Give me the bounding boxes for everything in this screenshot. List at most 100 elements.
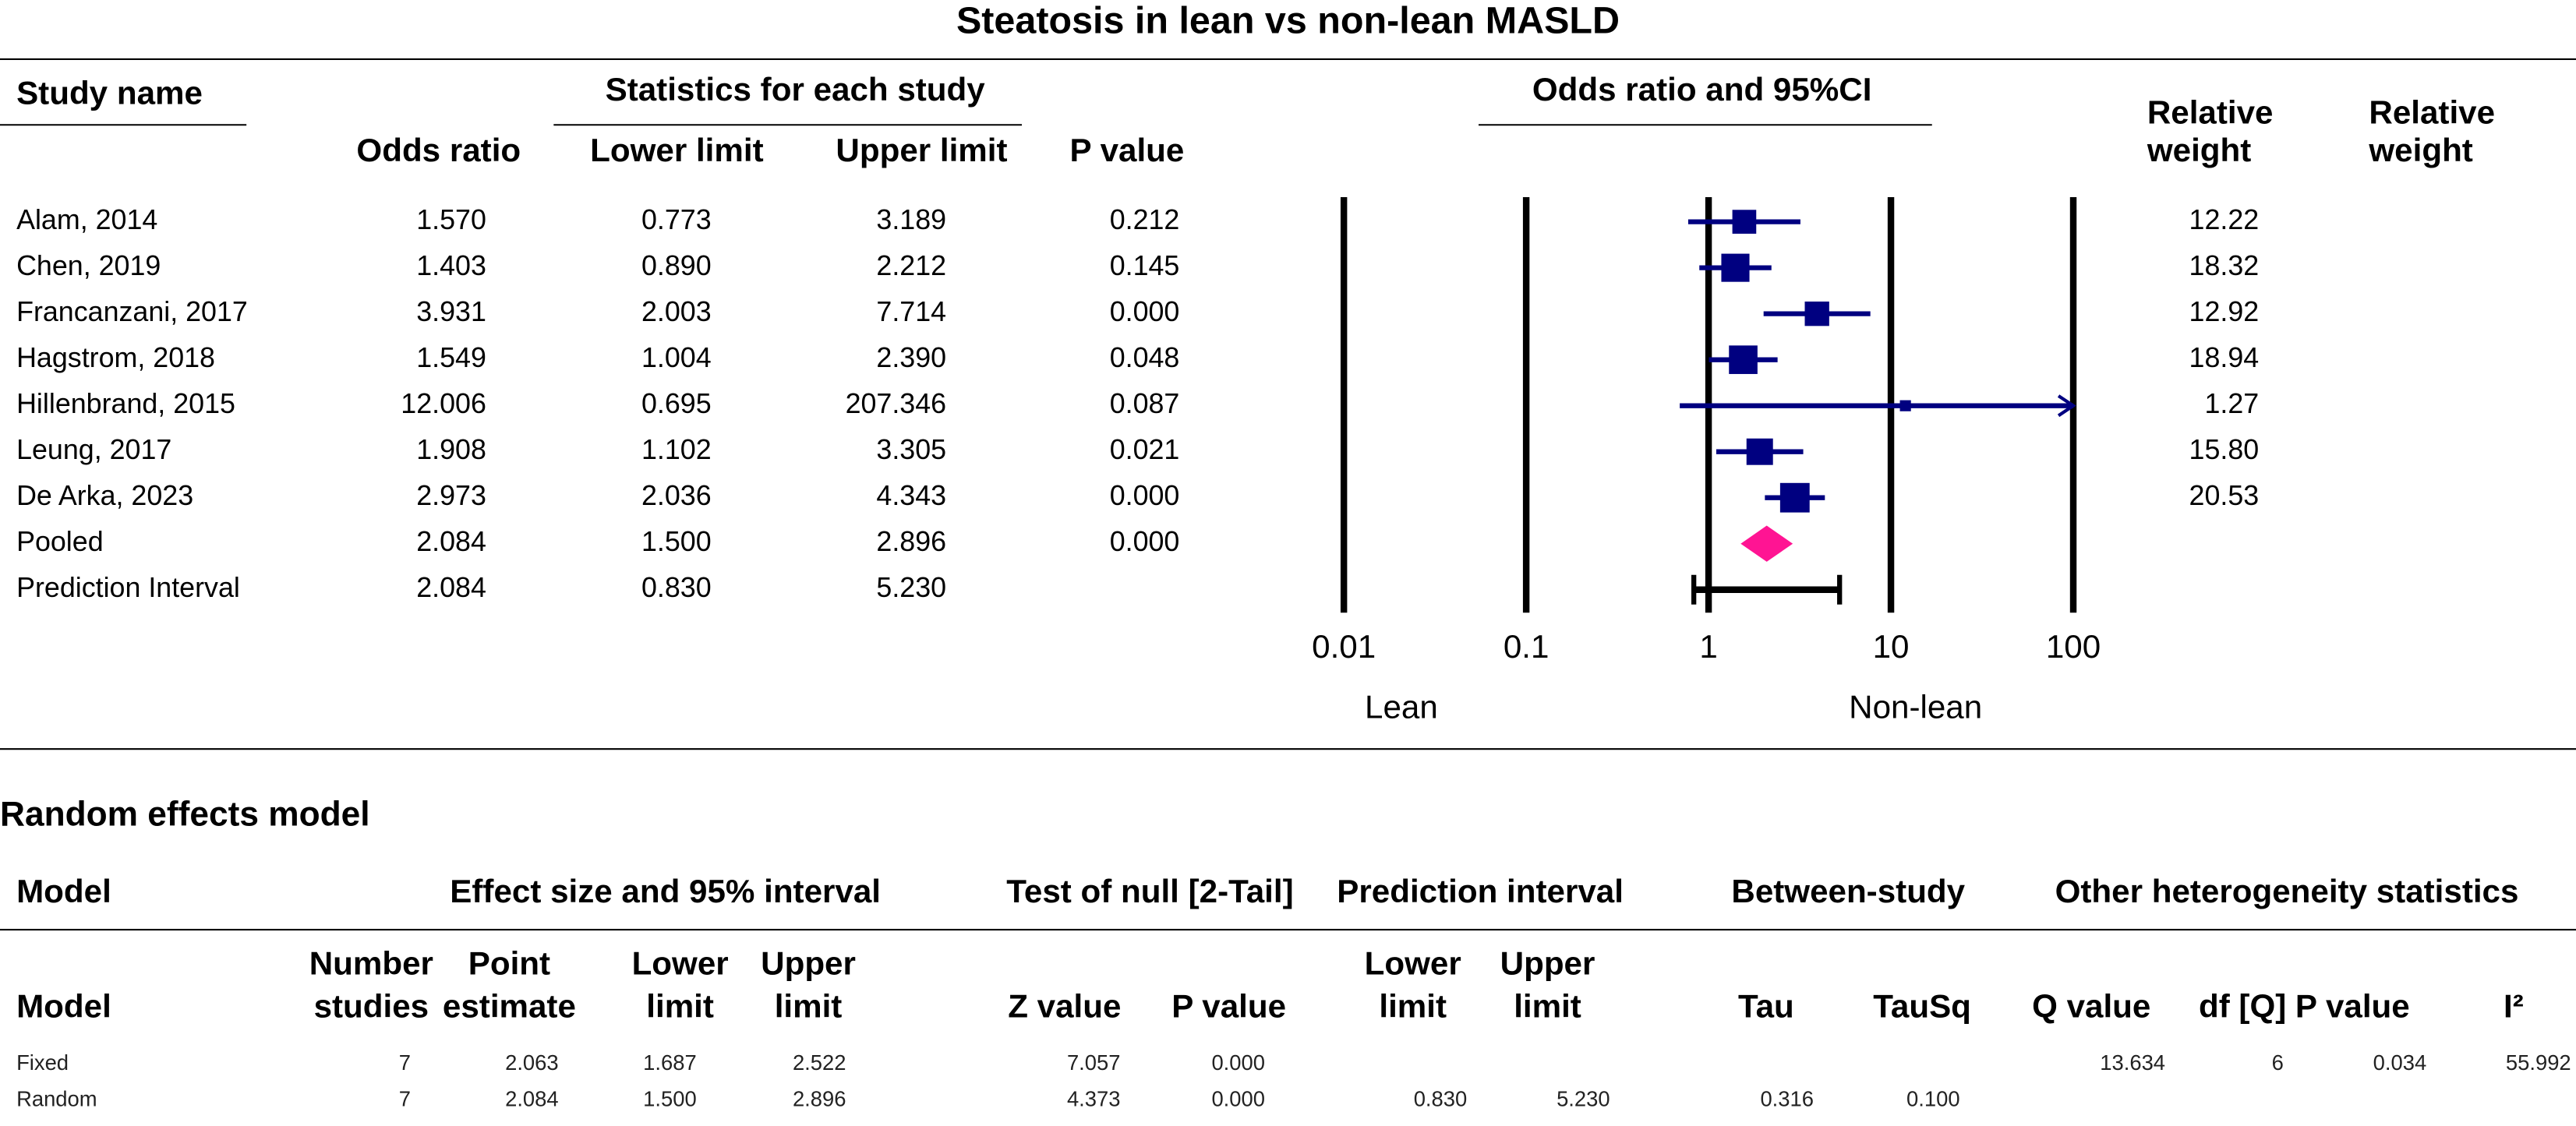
- table-cell: 2.063: [505, 1050, 559, 1075]
- table-cell: 0.316: [1760, 1087, 1814, 1111]
- cell: 1.549: [416, 342, 486, 373]
- ci-arrow: [2057, 394, 2076, 418]
- group-header: Model: [16, 873, 111, 909]
- study-name: Chen, 2019: [16, 250, 161, 281]
- header: Relative: [2369, 94, 2495, 131]
- study-name: Pooled: [16, 526, 104, 557]
- column-header: Lower: [1365, 945, 1461, 982]
- column-header: estimate: [443, 987, 576, 1024]
- column-header: limit: [1379, 987, 1447, 1024]
- header: Lower limit: [590, 132, 763, 168]
- cell: 12.006: [401, 388, 486, 419]
- header: P value: [1070, 132, 1185, 168]
- group-header: Between-study: [1731, 873, 1965, 909]
- cell: 0.000: [1110, 526, 1180, 557]
- study-box: [1729, 345, 1758, 374]
- cell: 15.80: [2189, 434, 2260, 465]
- header: Relative: [2147, 94, 2274, 131]
- cell: 2.212: [876, 250, 946, 281]
- x-tick-label: 0.01: [1312, 628, 1376, 665]
- cell: 1.102: [641, 434, 712, 465]
- cell: 3.305: [876, 434, 946, 465]
- study-box: [1804, 301, 1829, 327]
- study-box: [1899, 400, 1911, 411]
- cell: 20.53: [2189, 480, 2260, 511]
- column-header: limit: [1514, 987, 1581, 1024]
- study-box: [1732, 210, 1757, 234]
- cell: 0.890: [641, 250, 712, 281]
- cell: 1.004: [641, 342, 712, 373]
- table-cell: Fixed: [16, 1050, 69, 1075]
- cell: 2.896: [876, 526, 946, 557]
- cell: 12.92: [2189, 296, 2260, 327]
- cell: 7.714: [876, 296, 946, 327]
- column-header: studies: [314, 987, 429, 1024]
- table-cell: 0.034: [2373, 1050, 2427, 1075]
- x-tick-label: 10: [1873, 628, 1910, 665]
- study-box: [1721, 253, 1750, 282]
- column-header: Upper: [1500, 945, 1595, 982]
- study-name: Hillenbrand, 2015: [16, 388, 235, 419]
- table-cell: 13.634: [2100, 1050, 2165, 1075]
- study-name: Francanzani, 2017: [16, 296, 248, 327]
- column-header: Lower: [632, 945, 729, 982]
- header: Upper limit: [836, 132, 1007, 168]
- header: Statistics for each study: [606, 71, 986, 108]
- table-cell: 2.522: [793, 1050, 846, 1075]
- table-cell: 5.230: [1557, 1087, 1610, 1111]
- column-header: df [Q]: [2199, 987, 2286, 1024]
- cell: 0.773: [641, 204, 712, 235]
- cell: 2.036: [641, 480, 712, 511]
- plot-area: [1680, 210, 2074, 605]
- cell: 1.500: [641, 526, 712, 557]
- group-header: Test of null [2-Tail]: [1006, 873, 1293, 909]
- cell: 0.048: [1110, 342, 1180, 373]
- column-header: limit: [646, 987, 714, 1024]
- group-header: Prediction interval: [1337, 873, 1624, 909]
- cell: 2.084: [416, 572, 486, 603]
- column-header: Number: [309, 945, 433, 982]
- table-cell: 6: [2272, 1050, 2284, 1075]
- cell: 0.000: [1110, 296, 1180, 327]
- cell: 18.32: [2189, 250, 2260, 281]
- cell: 18.94: [2189, 342, 2260, 373]
- cell: 0.695: [641, 388, 712, 419]
- cell: 0.145: [1110, 250, 1180, 281]
- cell: 2.003: [641, 296, 712, 327]
- cell: 0.021: [1110, 434, 1180, 465]
- table-cell: 0.000: [1211, 1050, 1265, 1075]
- table-cell: 1.500: [643, 1087, 697, 1111]
- table-cell: 7: [399, 1050, 411, 1075]
- cell: 2.973: [416, 480, 486, 511]
- cell: 3.931: [416, 296, 486, 327]
- group-header: Other heterogeneity statistics: [2055, 873, 2519, 909]
- cell: 1.908: [416, 434, 486, 465]
- group-header: Effect size and 95% interval: [450, 873, 881, 909]
- table-cell: 7.057: [1067, 1050, 1121, 1075]
- chart-title: Steatosis in lean vs non-lean MASLD: [956, 0, 1620, 41]
- column-header: Model: [16, 987, 111, 1024]
- cell: 1.27: [2204, 388, 2259, 419]
- study-name: Leung, 2017: [16, 434, 171, 465]
- table-cell: 7: [399, 1087, 411, 1111]
- x-tick-label: 1: [1699, 628, 1717, 665]
- table-cell: 0.830: [1414, 1087, 1468, 1111]
- x-tick-label: 0.1: [1504, 628, 1549, 665]
- table-cell: 55.992: [2506, 1050, 2571, 1075]
- cell: 2.390: [876, 342, 946, 373]
- cell: 4.343: [876, 480, 946, 511]
- column-header: Q value: [2032, 987, 2150, 1024]
- header: weight: [2147, 132, 2251, 168]
- column-header: P value: [2295, 987, 2410, 1024]
- cell: 1.403: [416, 250, 486, 281]
- column-header: TauSq: [1873, 987, 1971, 1024]
- study-name: De Arka, 2023: [16, 480, 193, 511]
- cell: 0.087: [1110, 388, 1180, 419]
- table-cell: 1.687: [643, 1050, 697, 1075]
- column-header: limit: [775, 987, 843, 1024]
- study-name: Prediction Interval: [16, 572, 240, 603]
- cell: 207.346: [846, 388, 947, 419]
- table-cell: 0.000: [1211, 1087, 1265, 1111]
